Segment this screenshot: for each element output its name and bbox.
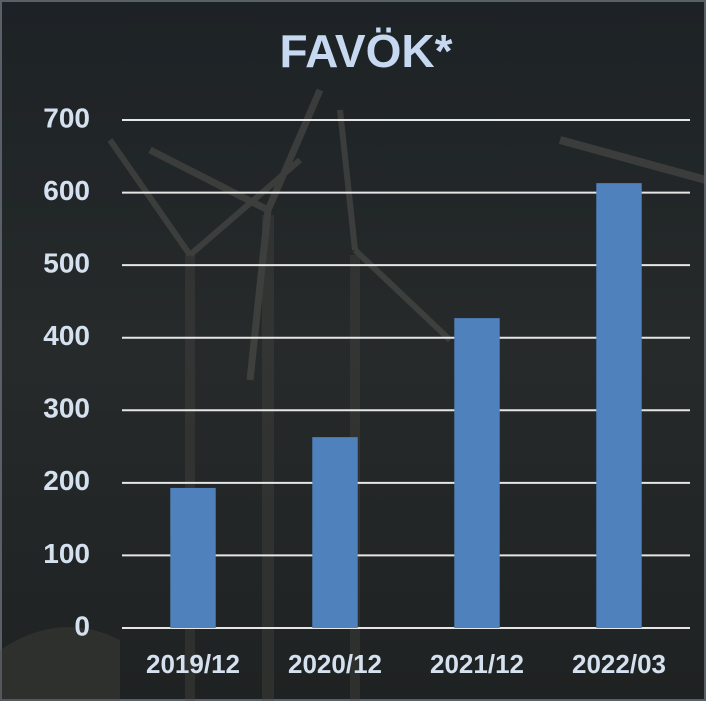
x-tick-label: 2020/12 [288,649,382,679]
bar [312,437,358,628]
y-tick-label: 700 [43,102,90,133]
x-tick-label: 2022/03 [572,649,666,679]
x-tick-label: 2021/12 [430,649,524,679]
x-tick-label: 2019/12 [146,649,240,679]
chart-title: FAVÖK* [280,25,453,77]
y-tick-label: 600 [43,175,90,206]
bar [454,318,500,628]
bar [170,487,216,628]
y-tick-label: 500 [43,248,90,279]
y-tick-label: 400 [43,320,90,351]
y-tick-label: 100 [43,538,90,569]
bar [596,183,642,628]
y-tick-label: 200 [43,465,90,496]
y-tick-label: 300 [43,393,90,424]
y-tick-label: 0 [74,610,90,641]
